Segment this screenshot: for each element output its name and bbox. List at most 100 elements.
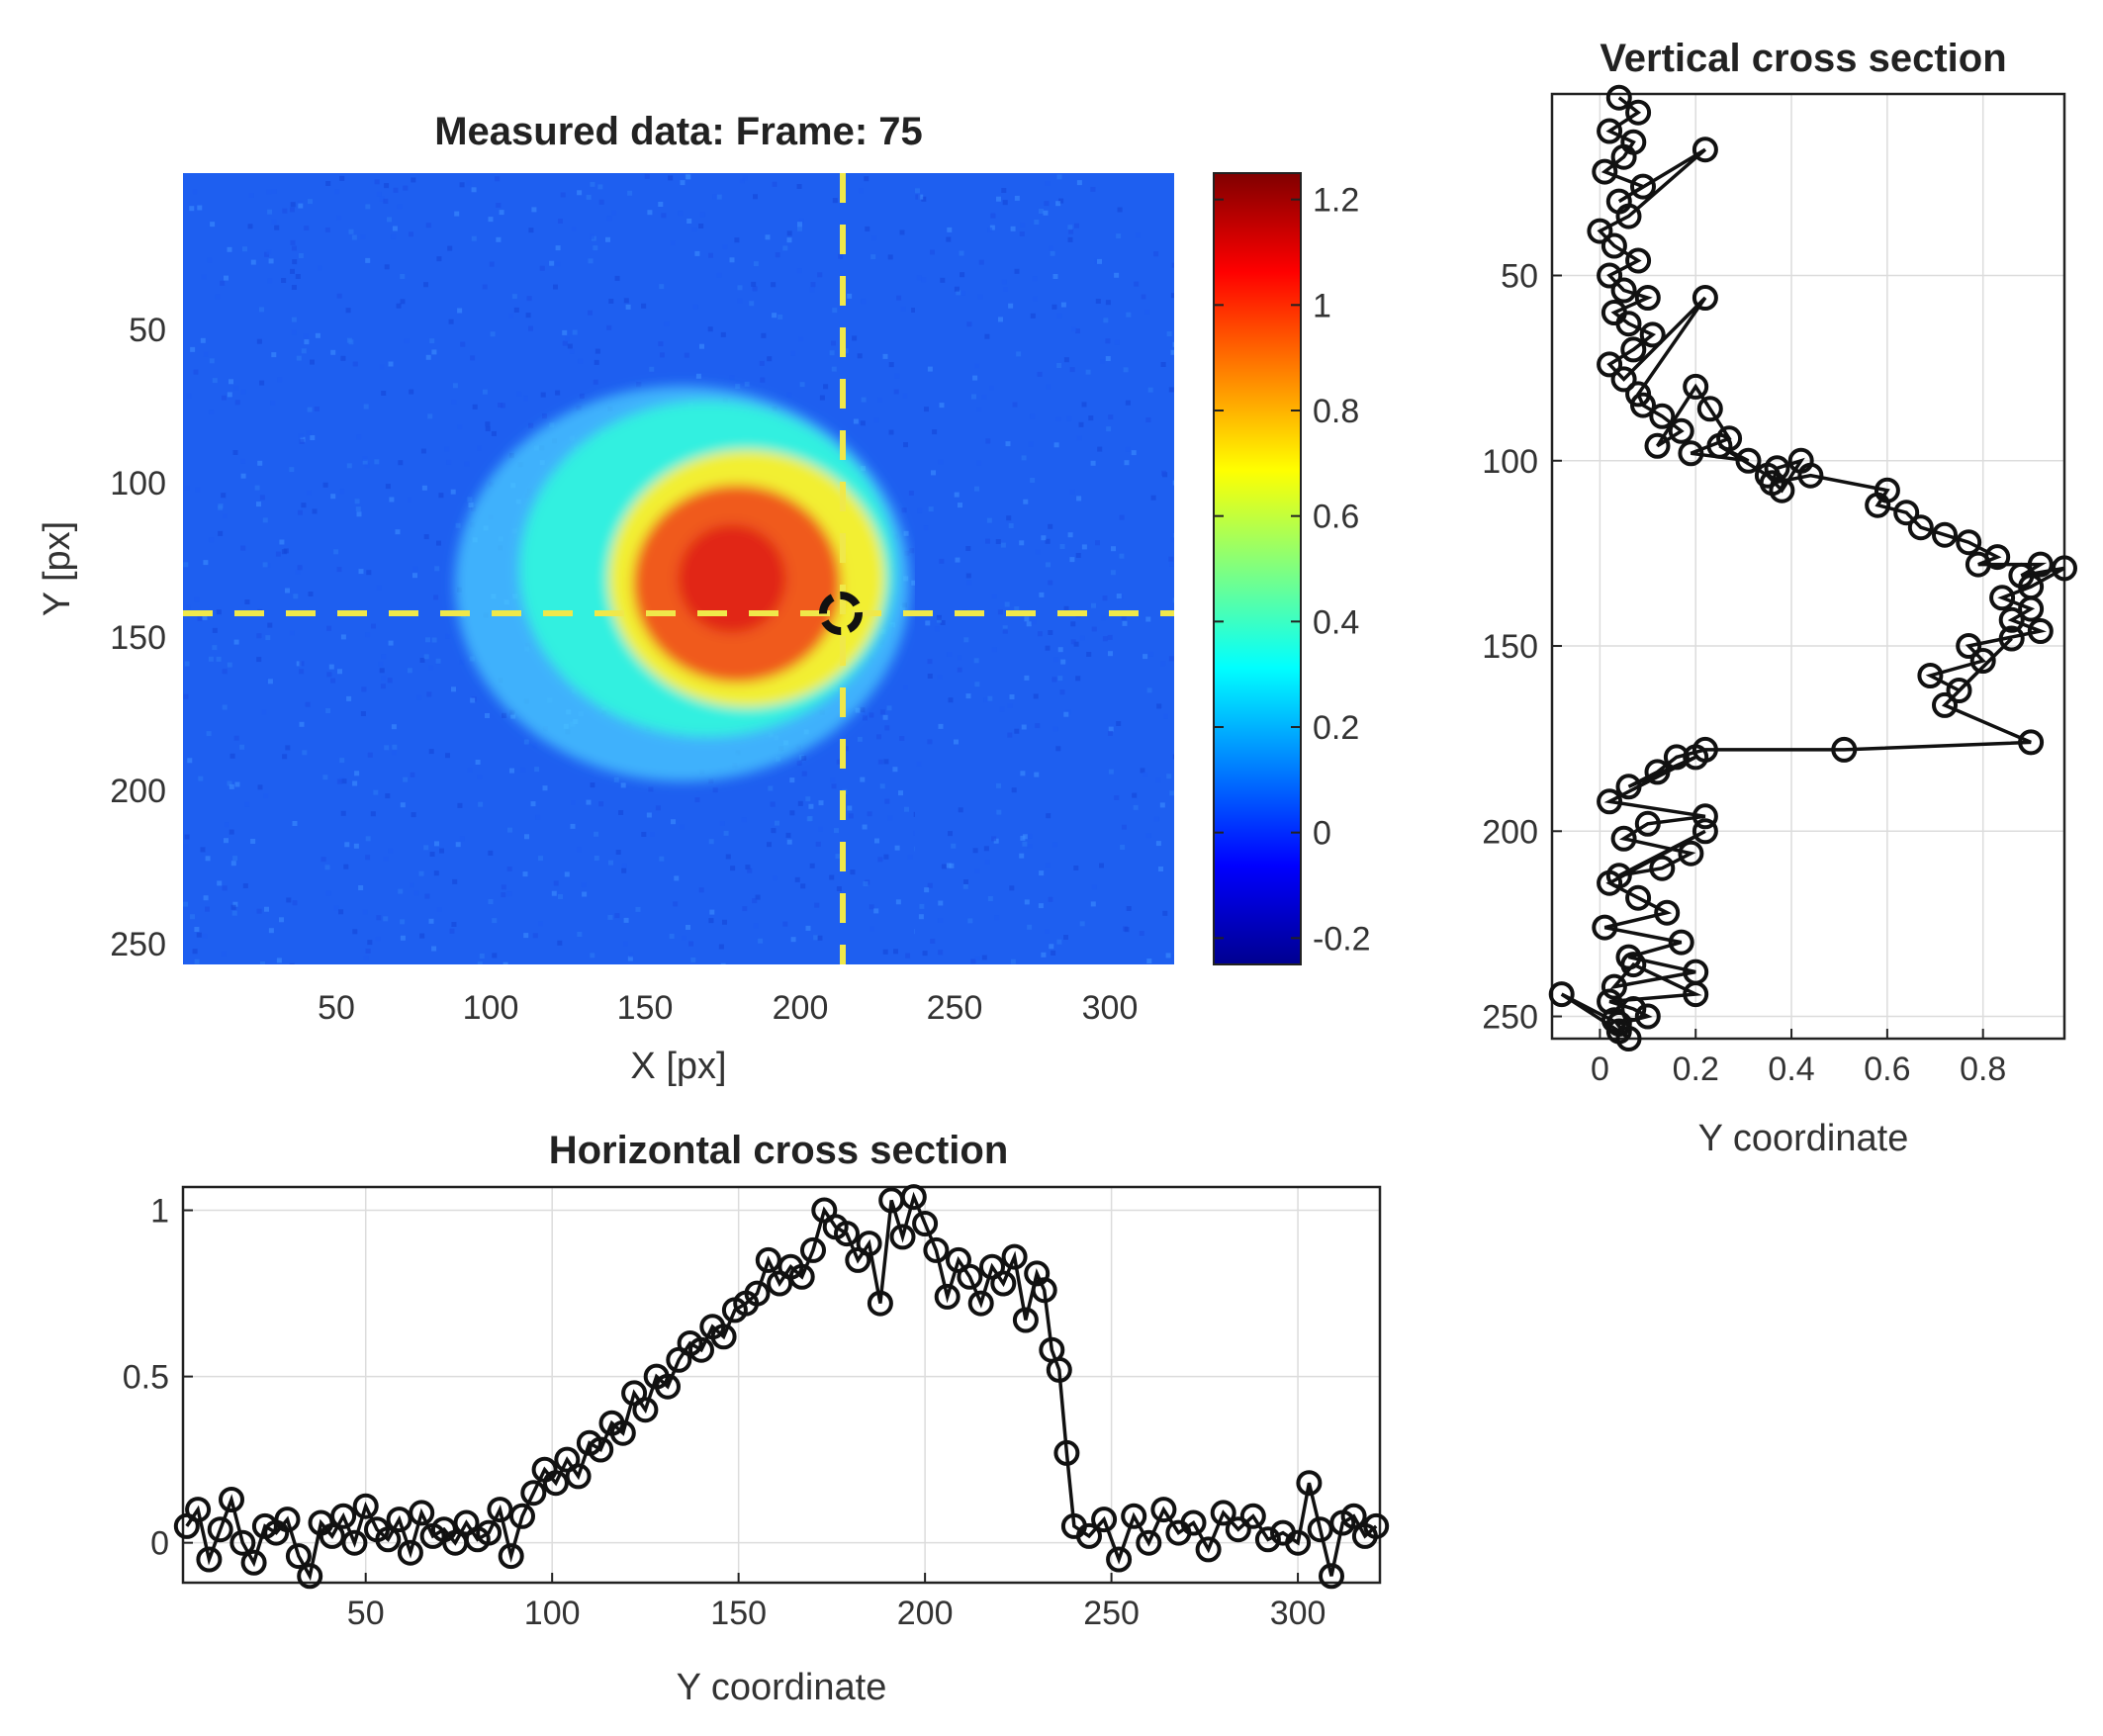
heatmap-noise-pixel: [1116, 233, 1122, 239]
heatmap-noise-pixel: [221, 493, 227, 499]
heatmap-noise-pixel: [1155, 777, 1161, 783]
heatmap-noise-pixel: [974, 486, 979, 492]
heatmap-noise-pixel: [752, 286, 758, 292]
data-point: [1683, 373, 1709, 400]
heatmap-noise-pixel: [436, 540, 441, 546]
heatmap-noise-pixel: [352, 929, 358, 935]
heatmap-noise-pixel: [247, 224, 253, 229]
heatmap-noise-pixel: [257, 784, 263, 790]
heatmap-noise-pixel: [627, 956, 633, 961]
heatmap-noise-pixel: [777, 314, 783, 320]
heatmap-noise-pixel: [916, 761, 922, 767]
heatmap-noise-pixel: [233, 639, 239, 645]
heatmap-noise-pixel: [1006, 515, 1012, 521]
heatmap-x-ticks: 50 100 150 200 250 300: [318, 989, 1138, 1027]
heatmap-noise-pixel: [314, 406, 320, 411]
heatmap-noise-pixel: [216, 656, 222, 662]
heatmap-noise-pixel: [869, 926, 875, 932]
heatmap-noise-pixel: [304, 226, 310, 231]
heatmap-noise-pixel: [1091, 602, 1096, 608]
heatmap-noise-pixel: [976, 460, 982, 466]
heatmap-noise-pixel: [1076, 180, 1082, 186]
data-point: [1634, 1003, 1661, 1030]
heatmap-noise-pixel: [194, 596, 200, 602]
heatmap-noise-pixel: [365, 632, 371, 638]
heatmap-noise-pixel: [907, 855, 913, 860]
heatmap-noise-pixel: [941, 864, 947, 869]
heatmap-noise-pixel: [755, 894, 761, 900]
heatmap-noise-pixel: [510, 713, 516, 719]
heatmap-right-cutoff: [915, 173, 1174, 964]
heatmap-noise-pixel: [938, 459, 944, 465]
data-point: [1600, 973, 1627, 1000]
heatmap-noise-pixel: [940, 277, 946, 283]
heatmap-noise-pixel: [306, 490, 312, 496]
heatmap-noise-pixel: [864, 176, 869, 182]
heatmap-noise-pixel: [641, 303, 647, 309]
vertical-section-ticks: 0 0.2 0.4 0.6 0.8 50 100 150 200 250: [1482, 258, 2006, 1088]
heatmap-noise-pixel: [984, 333, 990, 339]
heatmap-noise-pixel: [271, 352, 277, 358]
heatmap-ytick-150: 150: [110, 619, 166, 657]
heatmap-noise-pixel: [412, 566, 418, 572]
heatmap-noise-pixel: [501, 884, 506, 890]
data-point: [2052, 555, 2077, 582]
heatmap-noise-pixel: [817, 272, 823, 278]
heatmap-noise-pixel: [403, 185, 409, 191]
heatmap-noise-pixel: [930, 249, 935, 255]
data-point: [1907, 514, 1934, 541]
heatmap-noise-pixel: [229, 783, 234, 789]
heatmap-noise-pixel: [1067, 236, 1073, 242]
heatmap-noise-pixel: [538, 921, 543, 927]
heatmap-noise-pixel: [994, 915, 1000, 921]
heatmap-noise-pixel: [572, 329, 578, 335]
heatmap-noise-pixel: [649, 366, 655, 372]
data-point: [1634, 285, 1661, 311]
heatmap-noise-pixel: [400, 274, 406, 279]
heatmap-noise-pixel: [896, 295, 902, 301]
heatmap-noise-pixel: [855, 707, 861, 713]
heatmap-noise-pixel: [1004, 601, 1010, 607]
horizontal-section-xlabel: Y coordinate: [677, 1667, 887, 1708]
heatmap-noise-pixel: [838, 253, 844, 259]
heatmap-noise-pixel: [383, 856, 389, 862]
heatmap-noise-pixel: [576, 847, 582, 853]
heatmap-noise-pixel: [268, 928, 274, 934]
heatmap-noise-pixel: [263, 793, 269, 798]
heatmap-noise-pixel: [801, 771, 807, 777]
heatmap-noise-pixel: [1108, 651, 1113, 657]
heatmap-noise-pixel: [420, 448, 426, 454]
heatmap-noise-pixel: [431, 637, 437, 643]
heatmap-noise-pixel: [927, 674, 933, 679]
heatmap-ytick-100: 100: [110, 465, 166, 503]
heatmap-noise-pixel: [1086, 652, 1092, 657]
heatmap-noise-pixel: [789, 810, 795, 816]
data-point: [1597, 351, 1623, 378]
heatmap-noise-pixel: [735, 384, 741, 389]
heatmap-noise-pixel: [1057, 647, 1063, 653]
heatmap-noise-pixel: [423, 654, 429, 660]
heatmap-noise-pixel: [860, 420, 866, 426]
heatmap-noise-pixel: [937, 675, 943, 680]
data-point: [1630, 392, 1656, 418]
heatmap-noise-pixel: [1009, 885, 1015, 891]
heatmap-noise-pixel: [457, 308, 463, 314]
heatmap-noise-pixel: [301, 348, 307, 354]
heatmap-noise-pixel: [987, 896, 993, 901]
heatmap-noise-pixel: [1159, 802, 1165, 808]
heatmap-noise-pixel: [389, 497, 395, 503]
heatmap-noise-pixel: [753, 923, 759, 929]
heatmap-noise-pixel: [254, 485, 260, 491]
heatmap-noise-pixel: [1124, 460, 1130, 466]
heatmap-noise-pixel: [299, 661, 305, 667]
heatmap-noise-pixel: [259, 307, 264, 313]
heatmap-noise-pixel: [569, 348, 575, 354]
heatmap-noise-pixel: [925, 620, 931, 626]
heatmap-noise-pixel: [962, 883, 968, 889]
heatmap-noise-pixel: [986, 517, 992, 523]
heatmap-noise-pixel: [1125, 446, 1131, 452]
heatmap-noise-pixel: [749, 301, 755, 307]
heatmap-noise-pixel: [184, 661, 190, 667]
x-tick-label: 0: [1591, 1051, 1609, 1088]
heatmap-noise-pixel: [297, 565, 303, 571]
